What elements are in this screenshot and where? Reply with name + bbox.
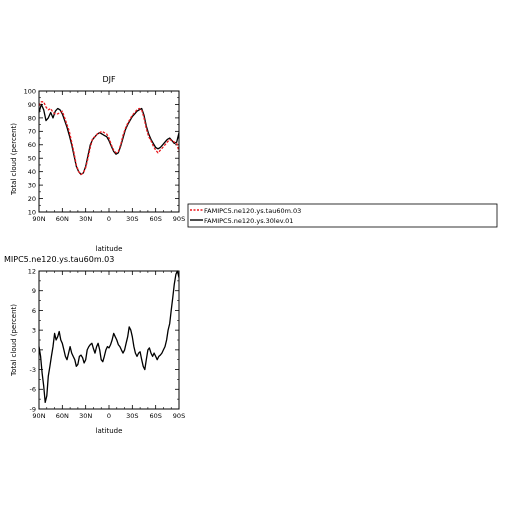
- legend-label-tau60m: FAMIPC5.ne120.ys.tau60m.03: [204, 207, 301, 215]
- bottom-y-tick-label: 9: [32, 287, 36, 295]
- top-x-tick-label: 90N: [32, 215, 45, 223]
- top-y-tick-label: 30: [28, 182, 36, 190]
- bottom-y-axis-label: Total cloud (percent): [10, 304, 18, 377]
- bottom-plot-frame: [38, 270, 180, 410]
- bottom-x-tick-label: 90S: [173, 412, 185, 420]
- legend: FAMIPC5.ne120.ys.tau60m.03 FAMIPC5.ne120…: [187, 203, 498, 228]
- top-x-tick-label: 60N: [56, 215, 69, 223]
- top-series-line-1: [38, 103, 180, 176]
- bottom-series: [38, 270, 180, 404]
- top-y-tick-label: 90: [28, 101, 36, 109]
- bottom-y-tick-label: 12: [28, 267, 36, 275]
- top-y-tick-label: 10: [28, 208, 36, 216]
- top-series-line-0: [38, 101, 180, 176]
- top-y-tick-label: 40: [28, 168, 36, 176]
- top-y-tick-label: 80: [28, 114, 36, 122]
- bottom-y-tick-label: -9: [30, 405, 36, 413]
- bottom-series-line-0: [38, 270, 180, 404]
- top-series: [38, 101, 180, 176]
- top-x-tick-label: 30N: [79, 215, 92, 223]
- top-y-tick-label: 60: [28, 141, 36, 149]
- top-chart-title: DJF: [102, 75, 116, 84]
- top-y-tick-label: 50: [28, 155, 36, 163]
- top-x-tick-label: 0: [107, 215, 111, 223]
- top-x-axis-label: latitude: [96, 245, 123, 253]
- bottom-chart-title: MIPC5.ne120.ys.tau60m.03: [4, 255, 114, 264]
- bottom-y-tick-label: 3: [32, 327, 36, 335]
- top-x-tick-label: 60S: [149, 215, 161, 223]
- top-y-tick-label: 20: [28, 195, 36, 203]
- top-x-tick-label: 30S: [126, 215, 138, 223]
- top-plot-frame: [38, 90, 180, 213]
- bottom-x-tick-label: 30N: [79, 412, 92, 420]
- top-panel-djf: DJF 90N 60N 30N 0 30S 60S 90S 10 20 30 40 50 60 70 80 9…: [10, 75, 185, 253]
- bottom-x-tick-label: 60N: [56, 412, 69, 420]
- bottom-x-tick-label: 60S: [149, 412, 161, 420]
- top-y-tick-label: 70: [28, 128, 36, 136]
- bottom-panel-difference: MIPC5.ne120.ys.tau60m.03 90N 60N 30N 0 30S 60…: [4, 255, 185, 435]
- top-y-axis-label: Total cloud (percent): [10, 123, 18, 196]
- bottom-x-tick-label: 30S: [126, 412, 138, 420]
- bottom-y-tick-label: -3: [30, 366, 36, 374]
- top-y-tick-label: 100: [24, 87, 36, 95]
- bottom-y-tick-label: 0: [32, 346, 36, 354]
- legend-label-30lev: FAMIPC5.ne120.ys.30lev.01: [204, 217, 293, 225]
- bottom-x-tick-label: 0: [107, 412, 111, 420]
- legend-box: [187, 203, 498, 228]
- bottom-x-tick-label: 90N: [32, 412, 45, 420]
- bottom-y-tick-label: -6: [30, 386, 36, 394]
- bottom-x-axis-label: latitude: [96, 427, 123, 435]
- bottom-y-tick-label: 6: [32, 307, 36, 315]
- top-x-tick-label: 90S: [173, 215, 185, 223]
